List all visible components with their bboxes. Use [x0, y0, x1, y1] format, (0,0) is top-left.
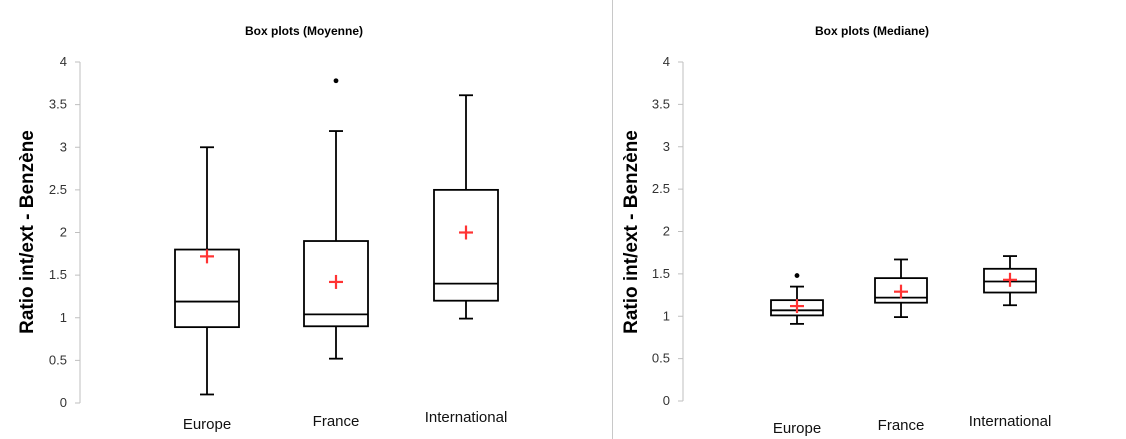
chart-title: Box plots (Mediane) [815, 24, 929, 38]
box-iqr [303, 240, 369, 328]
y-tick-label: 1 [60, 310, 67, 325]
y-tick-label: 3.5 [652, 96, 670, 111]
y-tick-label: 1 [663, 308, 670, 323]
y-axis-label: Ratio int/ext - Benzène [621, 130, 642, 334]
y-tick-label: 0.5 [652, 351, 670, 366]
x-category-label: Europe [773, 420, 821, 437]
y-tick-label: 2.5 [49, 182, 67, 197]
y-tick-label: 1.5 [49, 267, 67, 282]
y-tick-label: 2 [60, 225, 67, 240]
boxplot-moyenne: Box plots (Moyenne) Ratio int/ext - Benzè… [17, 24, 508, 433]
box-iqr [433, 188, 499, 302]
chart-panel-moyenne: Box plots (Moyenne) Ratio int/ext - Benzè… [17, 24, 508, 433]
y-tick-label: 2 [663, 224, 670, 239]
x-category-label: France [878, 417, 925, 434]
box-outlier-point [794, 273, 800, 278]
x-category-label: International [425, 409, 508, 426]
box-outlier-point [333, 78, 339, 84]
box-iqr [874, 277, 928, 304]
y-tick-label: 0 [60, 395, 67, 410]
boxplot-mediane: Box plots (Mediane) Ratio int/ext - Benzè… [621, 24, 1052, 437]
x-category-label: Europe [183, 416, 231, 433]
y-tick-label: 3.5 [49, 97, 67, 112]
x-category-label: International [969, 413, 1052, 430]
y-axis-label: Ratio int/ext - Benzène [17, 130, 38, 334]
y-tick-label: 2.5 [652, 181, 670, 196]
y-tick-label: 0 [663, 393, 670, 408]
panel-divider [612, 0, 613, 439]
chart-title: Box plots (Moyenne) [245, 24, 363, 38]
y-tick-label: 0.5 [49, 352, 67, 367]
y-tick-label: 3 [663, 139, 670, 154]
y-tick-label: 1.5 [652, 266, 670, 281]
y-tick-label: 4 [663, 54, 670, 69]
y-tick-label: 3 [60, 139, 67, 154]
chart-panel-mediane: Box plots (Mediane) Ratio int/ext - Benzè… [613, 0, 1126, 439]
y-tick-label: 4 [60, 54, 67, 69]
x-category-label: France [313, 413, 360, 430]
